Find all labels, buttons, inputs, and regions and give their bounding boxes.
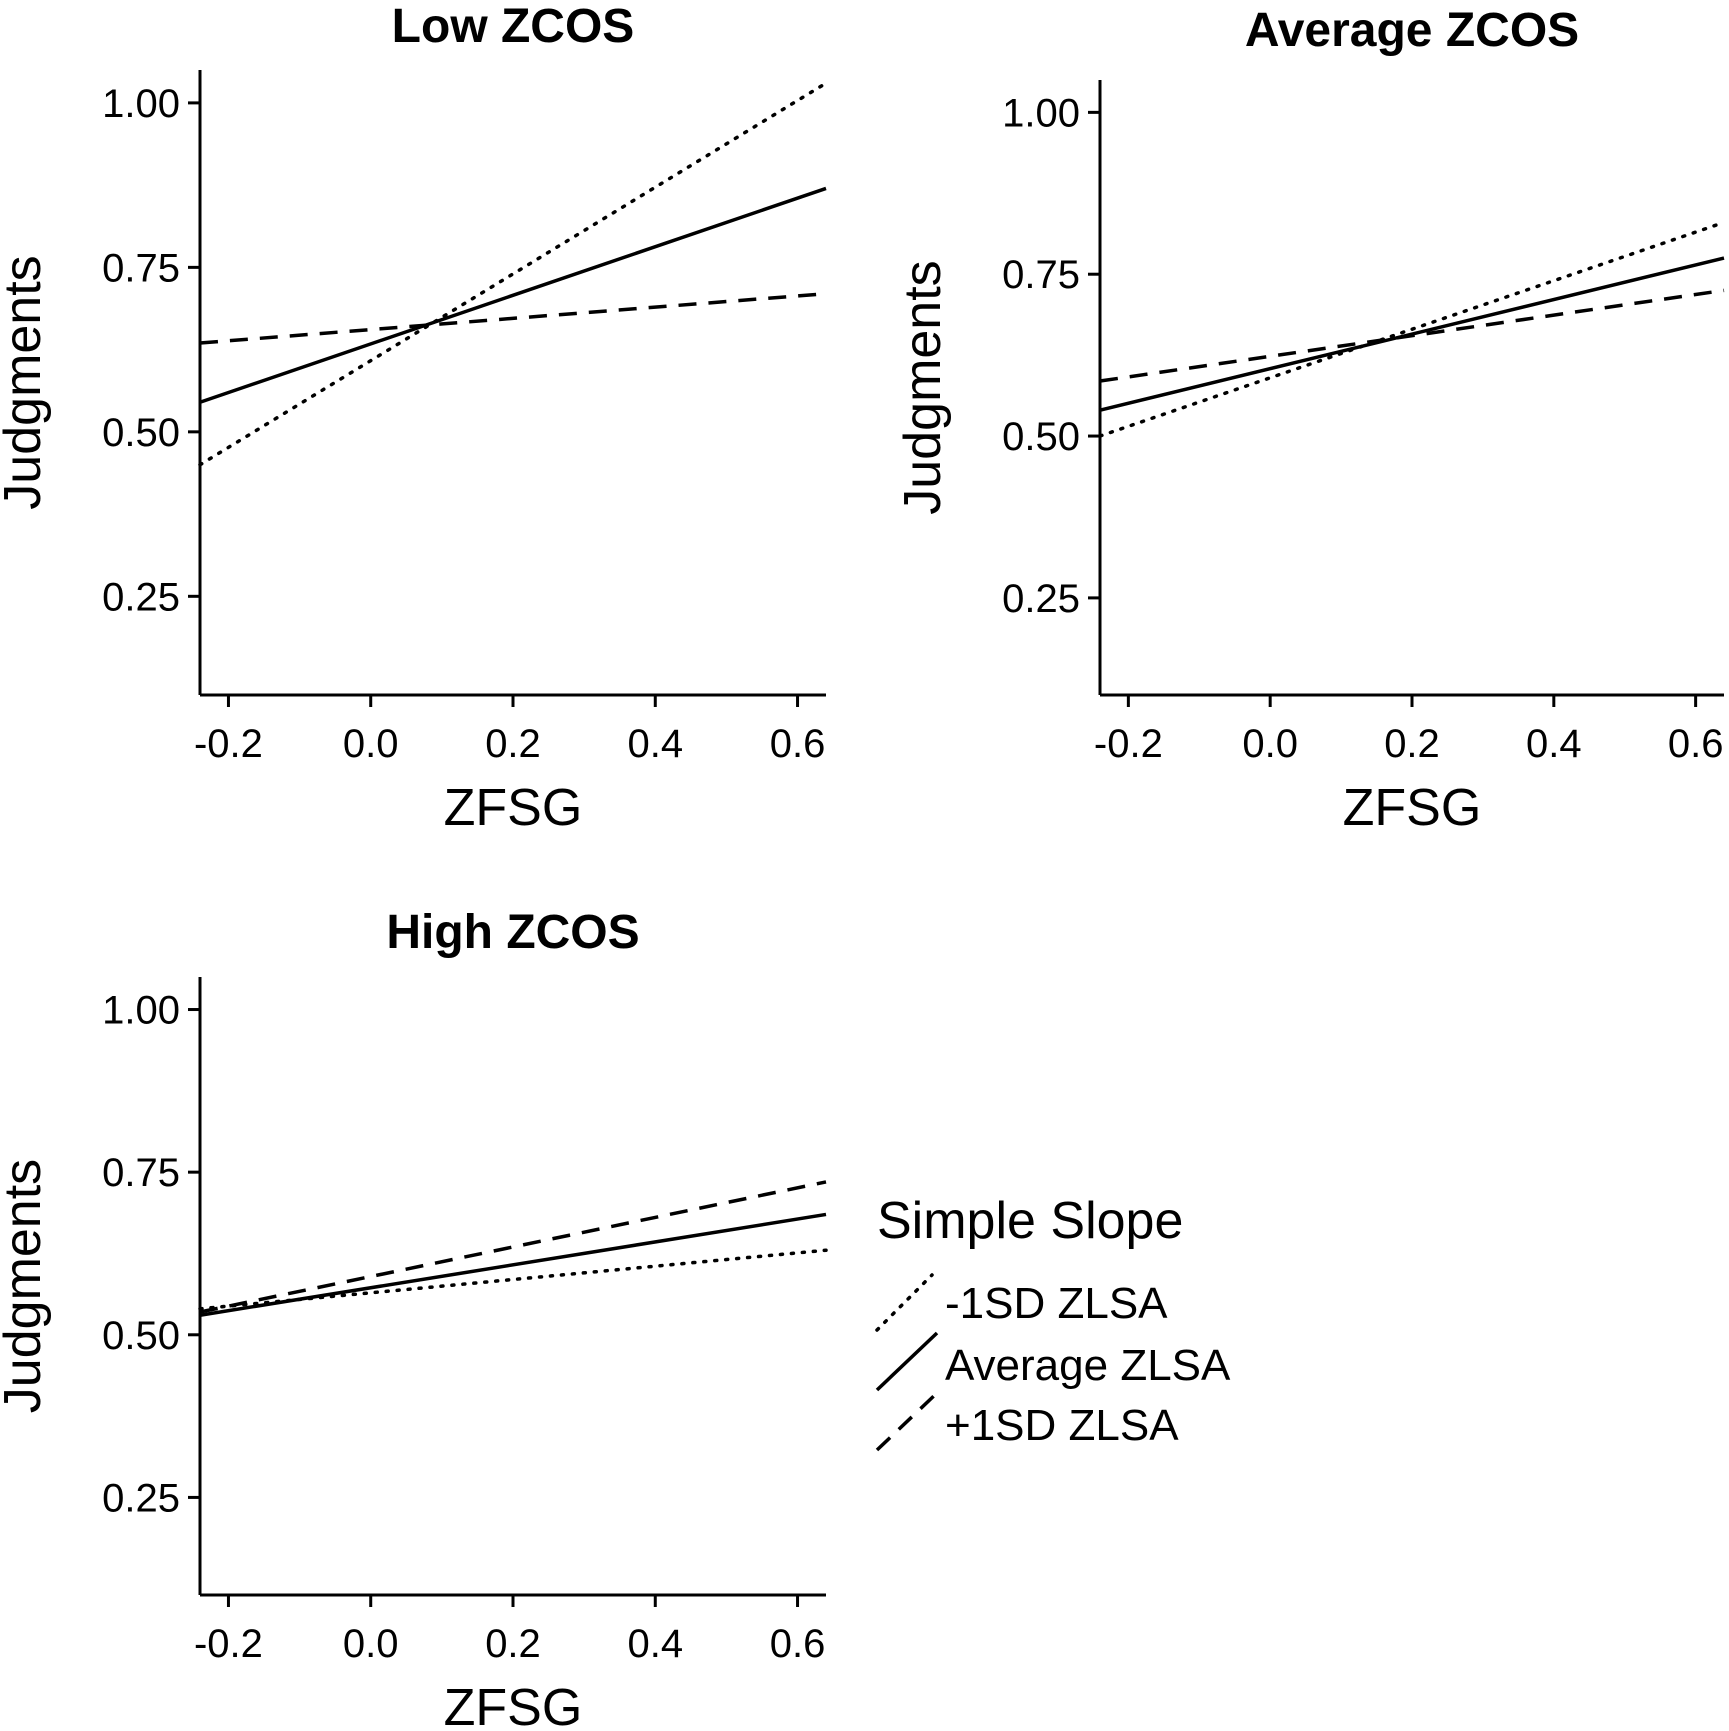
x-tick-label: 0.2 — [485, 1622, 541, 1666]
legend-key-dotted — [875, 1273, 934, 1332]
x-tick-label: -0.2 — [194, 722, 263, 766]
series-line-dashed — [199, 1180, 827, 1314]
y-axis-label: Judgments — [0, 1159, 52, 1413]
x-tick-label: -0.2 — [1094, 722, 1163, 766]
legend-key-dashed — [875, 1391, 939, 1452]
x-tick-label: 0.2 — [485, 722, 541, 766]
y-tick-label: 0.75 — [102, 1151, 180, 1195]
y-axis-label: Judgments — [0, 255, 52, 509]
chart-panel-2: Average ZCOS 0.25 0.50 0.75 1.00 -0.2 0.0 0.2 0.… — [894, 4, 1726, 837]
x-tick-label: 0.0 — [1242, 722, 1298, 766]
legend-label-average: Average ZLSA — [945, 1341, 1231, 1390]
y-axis-label: Judgments — [894, 260, 952, 514]
series-line-dashed — [1099, 288, 1725, 383]
y-tick-label: 0.50 — [1002, 415, 1080, 459]
series-line-solid — [199, 186, 827, 404]
series-line-dotted — [1098, 220, 1726, 438]
chart-panel-3: High ZCOS 0.25 0.50 0.75 1.00 -0.2 0.0 0.2 0.4 0.… — [0, 906, 828, 1731]
legend-item-average: Average ZLSA — [875, 1331, 1231, 1392]
series-line-dashed — [199, 291, 827, 345]
y-tick-label: 1.00 — [102, 989, 180, 1033]
y-tick-label: 0.25 — [102, 575, 180, 619]
y-tick-label: 0.50 — [102, 1314, 180, 1358]
x-tick-label: 0.0 — [343, 1622, 399, 1666]
x-tick-label: -0.2 — [194, 1622, 263, 1666]
y-tick-label: 1.00 — [1002, 91, 1080, 135]
legend: Simple Slope -1SD ZLSA Average ZLSA +1SD… — [875, 1192, 1231, 1452]
x-axis-label: ZFSG — [1343, 779, 1482, 837]
y-tick-label: 0.75 — [102, 246, 180, 290]
panel-title: High ZCOS — [386, 906, 639, 959]
panel-title: Low ZCOS — [392, 0, 635, 53]
legend-label-plus1sd: +1SD ZLSA — [945, 1401, 1179, 1450]
x-tick-label: 0.6 — [1668, 722, 1724, 766]
x-tick-label: 0.4 — [627, 1622, 683, 1666]
series-line-dotted — [198, 81, 828, 467]
legend-item-minus1sd: -1SD ZLSA — [875, 1273, 1168, 1332]
x-tick-label: 0.2 — [1384, 722, 1440, 766]
legend-title: Simple Slope — [877, 1192, 1183, 1250]
x-tick-label: 0.4 — [1526, 722, 1582, 766]
y-tick-label: 1.00 — [102, 82, 180, 126]
chart-panel-1: Low ZCOS 0.25 0.50 0.75 1.00 -0.2 0.0 0.2 0.4 0.6… — [0, 0, 828, 837]
x-tick-label: 0.0 — [343, 722, 399, 766]
y-tick-label: 0.75 — [1002, 253, 1080, 297]
x-tick-label: 0.4 — [627, 722, 683, 766]
y-tick-label: 0.25 — [102, 1476, 180, 1520]
x-tick-label: 0.6 — [770, 722, 826, 766]
x-axis-label: ZFSG — [444, 779, 583, 837]
series-line-solid — [199, 1212, 827, 1318]
panel-title: Average ZCOS — [1245, 4, 1579, 57]
y-tick-label: 0.25 — [1002, 577, 1080, 621]
x-tick-label: 0.6 — [770, 1622, 826, 1666]
legend-key-solid — [875, 1331, 939, 1392]
y-tick-label: 0.50 — [102, 411, 180, 455]
legend-item-plus1sd: +1SD ZLSA — [875, 1391, 1179, 1452]
x-axis-label: ZFSG — [444, 1679, 583, 1731]
legend-label-minus1sd: -1SD ZLSA — [945, 1279, 1168, 1328]
